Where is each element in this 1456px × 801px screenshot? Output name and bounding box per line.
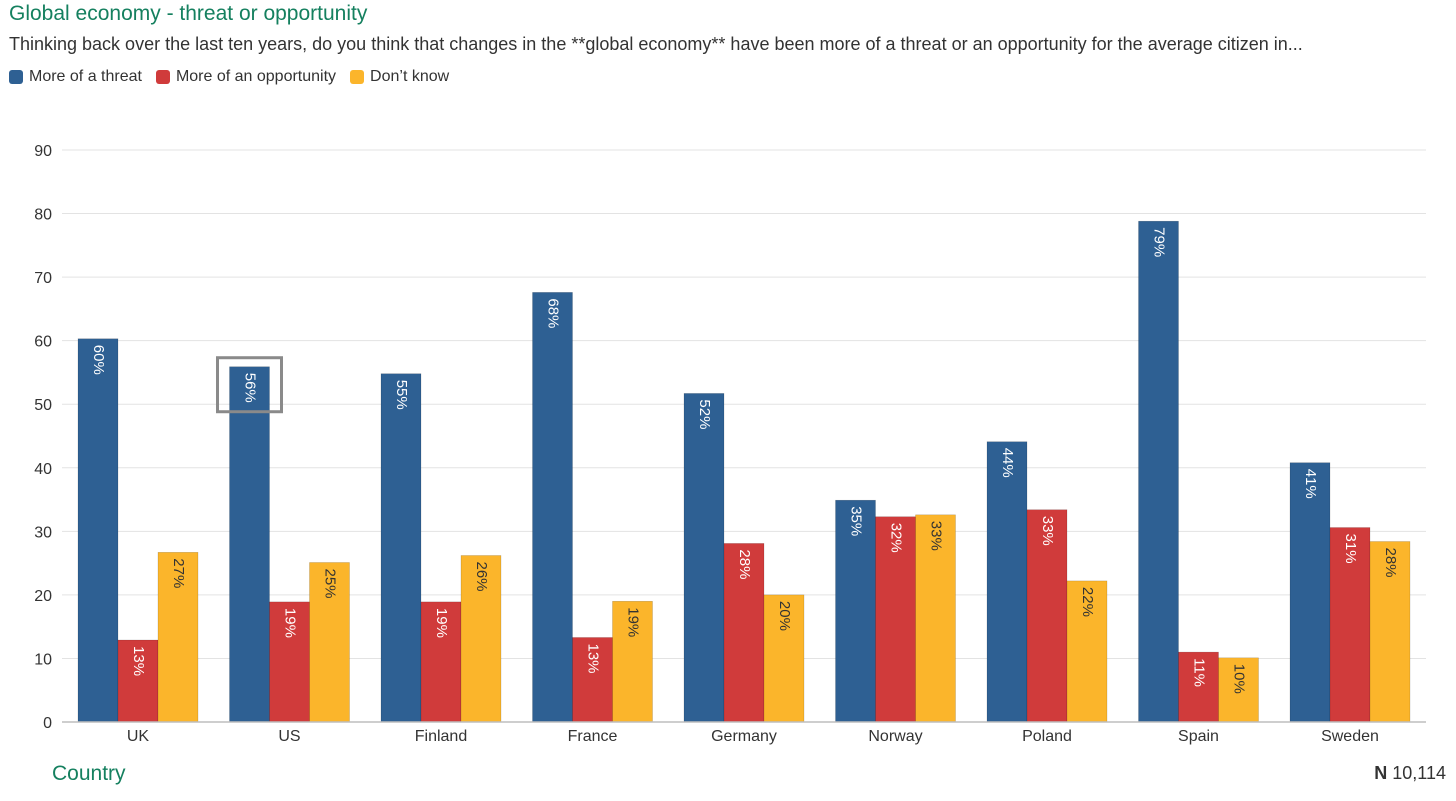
bar-finland-don-t-know (460, 555, 502, 723)
y-tick-label-60: 60 (34, 334, 52, 351)
data-label-uk-don-t-know: 27% (170, 558, 187, 588)
data-label-finland-don-t-know: 26% (473, 561, 490, 591)
y-tick-label-50: 50 (34, 397, 52, 414)
bar-poland-more-of-a-threat (986, 441, 1028, 723)
data-label-poland-don-t-know: 22% (1079, 587, 1096, 617)
legend-swatch-threat (9, 70, 23, 84)
x-axis-title: Country (52, 762, 126, 785)
data-label-germany-more-of-an-opportunity: 28% (736, 549, 753, 579)
data-label-finland-more-of-an-opportunity: 19% (433, 608, 450, 638)
bar-germany-don-t-know (763, 594, 805, 723)
y-tick-label-30: 30 (34, 524, 52, 541)
bar-us-more-of-an-opportunity (269, 601, 310, 723)
bar-norway-more-of-an-opportunity (875, 516, 916, 723)
bar-france-don-t-know (612, 600, 653, 723)
x-tick-label-france: France (568, 728, 618, 745)
data-label-poland-more-of-an-opportunity: 33% (1039, 516, 1056, 546)
bar-germany-more-of-a-threat (683, 393, 725, 723)
x-tick-label-uk: UK (127, 728, 150, 745)
legend-item-opportunity[interactable]: More of an opportunity (155, 68, 337, 86)
data-label-us-more-of-a-threat: 56% (242, 373, 259, 403)
data-label-spain-more-of-a-threat: 79% (1151, 227, 1168, 257)
bar-spain-more-of-an-opportunity (1178, 651, 1219, 723)
bar-uk-more-of-a-threat (77, 338, 119, 723)
selected-bar-highlight (216, 356, 283, 414)
data-label-uk-more-of-a-threat: 60% (90, 345, 107, 375)
x-tick-label-finland: Finland (415, 728, 467, 745)
legend-label-threat: More of a threat (29, 68, 142, 85)
bar-uk-more-of-an-opportunity (117, 639, 159, 723)
data-label-us-don-t-know: 25% (322, 568, 339, 598)
bar-sweden-more-of-an-opportunity (1329, 527, 1371, 723)
sample-size-prefix: N (1374, 763, 1388, 783)
data-label-norway-more-of-a-threat: 35% (848, 506, 865, 536)
y-tick-label-70: 70 (34, 270, 52, 287)
y-tick-label-80: 80 (34, 207, 52, 224)
x-tick-label-us: US (278, 728, 300, 745)
bar-norway-don-t-know (915, 514, 956, 723)
bar-france-more-of-an-opportunity (572, 637, 613, 723)
bar-norway-more-of-a-threat (835, 499, 876, 723)
bar-spain-more-of-a-threat (1138, 220, 1179, 723)
data-label-spain-more-of-an-opportunity: 11% (1191, 658, 1208, 687)
bar-uk-don-t-know (157, 552, 199, 723)
bar-france-more-of-a-threat (532, 292, 573, 723)
sample-size: N 10,114 (1374, 763, 1446, 784)
bar-finland-more-of-an-opportunity (420, 601, 462, 723)
x-tick-label-sweden: Sweden (1321, 728, 1379, 745)
data-label-norway-more-of-an-opportunity: 32% (888, 523, 905, 553)
data-label-germany-don-t-know: 20% (776, 601, 793, 631)
bar-sweden-more-of-a-threat (1289, 462, 1331, 723)
data-label-spain-don-t-know: 10% (1231, 664, 1248, 694)
data-label-sweden-don-t-know: 28% (1382, 548, 1399, 578)
data-label-poland-more-of-a-threat: 44% (999, 448, 1016, 478)
legend-swatch-dont-know (350, 70, 365, 84)
data-label-france-more-of-an-opportunity: 13% (585, 643, 602, 673)
bar-germany-more-of-an-opportunity (723, 543, 765, 723)
data-label-germany-more-of-a-threat: 52% (696, 399, 713, 429)
legend-label-opportunity: More of an opportunity (175, 68, 337, 85)
data-label-france-don-t-know: 19% (625, 607, 642, 637)
data-label-france-more-of-a-threat: 68% (545, 298, 562, 328)
x-tick-label-poland: Poland (1022, 728, 1072, 745)
legend-swatch-opportunity (155, 70, 170, 84)
x-tick-label-spain: Spain (1178, 728, 1219, 745)
chart-title: Global economy - threat or opportunity (9, 2, 368, 25)
data-label-sweden-more-of-an-opportunity: 31% (1342, 534, 1359, 564)
data-label-finland-more-of-a-threat: 55% (393, 380, 410, 410)
y-tick-label-10: 10 (34, 651, 52, 668)
bar-finland-more-of-a-threat (380, 373, 422, 723)
legend-label-dont-know: Don’t know (370, 68, 450, 85)
bar-poland-more-of-an-opportunity (1026, 509, 1068, 723)
legend: More of a threat More of an opportunity … (9, 68, 463, 86)
data-label-us-more-of-an-opportunity: 19% (282, 608, 299, 638)
x-tick-label-norway: Norway (868, 728, 922, 745)
data-label-uk-more-of-an-opportunity: 13% (130, 646, 147, 676)
legend-item-dont-know[interactable]: Don’t know (350, 68, 449, 86)
y-tick-label-20: 20 (34, 588, 52, 605)
y-tick-label-90: 90 (34, 143, 52, 160)
y-tick-label-40: 40 (34, 461, 52, 478)
legend-item-threat[interactable]: More of a threat (9, 68, 142, 86)
bar-poland-don-t-know (1066, 580, 1108, 723)
y-tick-label-0: 0 (43, 715, 52, 732)
sample-size-value: 10,114 (1392, 763, 1446, 783)
data-label-sweden-more-of-a-threat: 41% (1302, 469, 1319, 499)
data-label-norway-don-t-know: 33% (928, 521, 945, 551)
x-tick-label-germany: Germany (711, 728, 777, 745)
bar-us-more-of-a-threat (229, 366, 270, 723)
bar-spain-don-t-know (1218, 657, 1259, 723)
